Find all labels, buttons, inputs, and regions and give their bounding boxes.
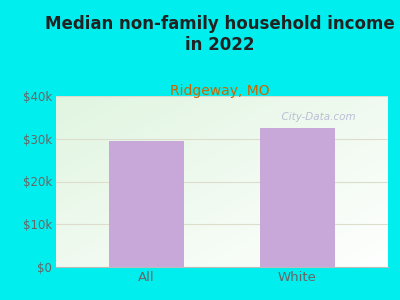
Bar: [109, 141, 184, 267]
Text: City-Data.com: City-Data.com: [275, 112, 355, 122]
Text: Ridgeway, MO: Ridgeway, MO: [170, 84, 270, 98]
Bar: [260, 128, 335, 267]
Text: Median non-family household income
in 2022: Median non-family household income in 20…: [45, 15, 395, 54]
